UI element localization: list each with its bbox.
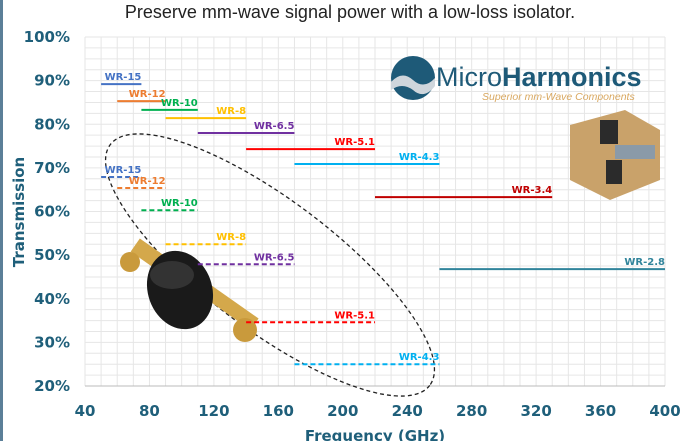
- series-label: WR-15: [105, 72, 142, 83]
- x-tick-label: 360: [585, 402, 616, 420]
- x-tick-label: 80: [139, 402, 160, 420]
- x-axis-label: Frequency (GHz): [305, 427, 445, 441]
- x-tick-label: 320: [520, 402, 551, 420]
- y-tick-label: 60%: [34, 203, 70, 221]
- series-label: WR-8: [216, 106, 246, 117]
- logo-tagline: Superior mm-Wave Components: [482, 91, 635, 103]
- series-label: WR-10: [161, 98, 198, 109]
- series-label: WR-12: [129, 176, 166, 187]
- series-label: WR-3.4: [512, 185, 553, 196]
- y-tick-label: 90%: [34, 72, 70, 90]
- product-photo: [570, 110, 660, 200]
- series-label: WR-15: [105, 165, 142, 176]
- y-tick-label: 80%: [34, 115, 70, 133]
- ticks: 40 80 120 160 200 240 280 320 360 400 20% 30% 40% 50%…: [24, 28, 681, 420]
- x-tick-label: 40: [75, 402, 96, 420]
- x-tick-label: 200: [327, 402, 358, 420]
- series-label: WR-12: [129, 89, 166, 100]
- series-label: WR-6.5: [254, 252, 295, 263]
- x-tick-label: 240: [392, 402, 423, 420]
- series-label: WR-6.5: [254, 121, 295, 132]
- series-label: WR-2.8: [624, 257, 665, 268]
- series-label: WR-8: [216, 232, 246, 243]
- y-tick-label: 100%: [24, 28, 70, 46]
- y-tick-label: 30%: [34, 333, 70, 351]
- series-label: WR-5.1: [334, 310, 375, 321]
- chart-title: Preserve mm-wave signal power with a low…: [124, 2, 576, 22]
- x-tick-label: 280: [456, 402, 487, 420]
- y-tick-label: 20%: [34, 377, 70, 395]
- y-tick-label: 50%: [34, 246, 70, 264]
- x-tick-label: 120: [198, 402, 229, 420]
- series-label: WR-10: [161, 198, 198, 209]
- x-tick-label: 400: [649, 402, 680, 420]
- series: WR-15WR-12WR-10WR-8WR-6.5WR-5.1WR-4.3WR-…: [101, 72, 665, 366]
- x-tick-label: 160: [263, 402, 294, 420]
- y-tick-label: 40%: [34, 290, 70, 308]
- left-border: [0, 0, 3, 441]
- series-label: WR-4.3: [399, 152, 440, 163]
- y-tick-label: 70%: [34, 159, 70, 177]
- series-label: WR-4.3: [399, 352, 440, 363]
- series-label: WR-5.1: [334, 137, 375, 148]
- logo: MicroHarmonics Superior mm-Wave Componen…: [391, 56, 642, 103]
- svg-text:MicroHarmonics: MicroHarmonics: [436, 62, 642, 92]
- isolator-image: [120, 238, 259, 342]
- isolator-ellipse: [104, 133, 436, 397]
- grid: [84, 36, 666, 387]
- y-axis-label: Transmission: [10, 157, 28, 267]
